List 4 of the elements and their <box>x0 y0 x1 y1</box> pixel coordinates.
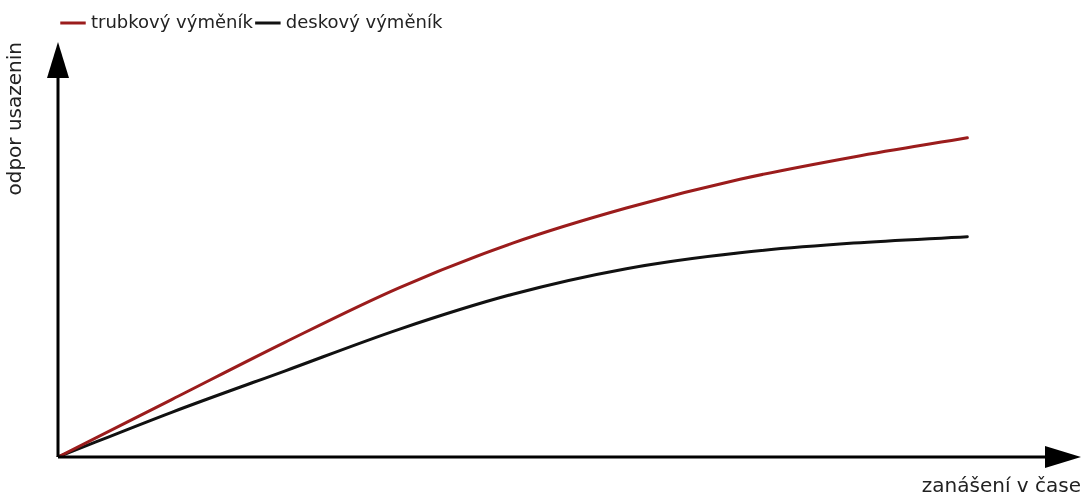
x-axis-title: zanášení v čase <box>921 473 1081 498</box>
legend-label: deskový výměník <box>285 10 443 32</box>
y-axis-title: odpor usazenin <box>2 42 27 196</box>
legend-label: trubkový výměník <box>91 10 254 32</box>
